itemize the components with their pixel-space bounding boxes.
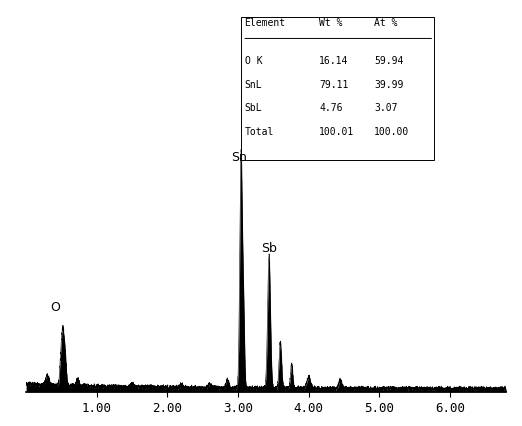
Text: Wt %: Wt % — [319, 18, 342, 29]
Text: Element: Element — [245, 18, 286, 29]
Text: Total: Total — [245, 127, 274, 137]
Text: SbL: SbL — [245, 103, 262, 113]
Text: Sb: Sb — [261, 242, 277, 256]
Text: 4.76: 4.76 — [319, 103, 342, 113]
Text: 39.99: 39.99 — [374, 80, 404, 89]
Text: SnL: SnL — [245, 80, 262, 89]
Text: 100.01: 100.01 — [319, 127, 354, 137]
Text: 3.07: 3.07 — [374, 103, 398, 113]
Text: 79.11: 79.11 — [319, 80, 348, 89]
Text: O K: O K — [245, 56, 262, 66]
Text: At %: At % — [374, 18, 398, 29]
Text: Sn: Sn — [231, 151, 246, 164]
Text: 59.94: 59.94 — [374, 56, 404, 66]
Bar — [241, 17, 434, 159]
Text: 16.14: 16.14 — [319, 56, 348, 66]
Text: O: O — [50, 301, 60, 314]
Text: 100.00: 100.00 — [374, 127, 410, 137]
